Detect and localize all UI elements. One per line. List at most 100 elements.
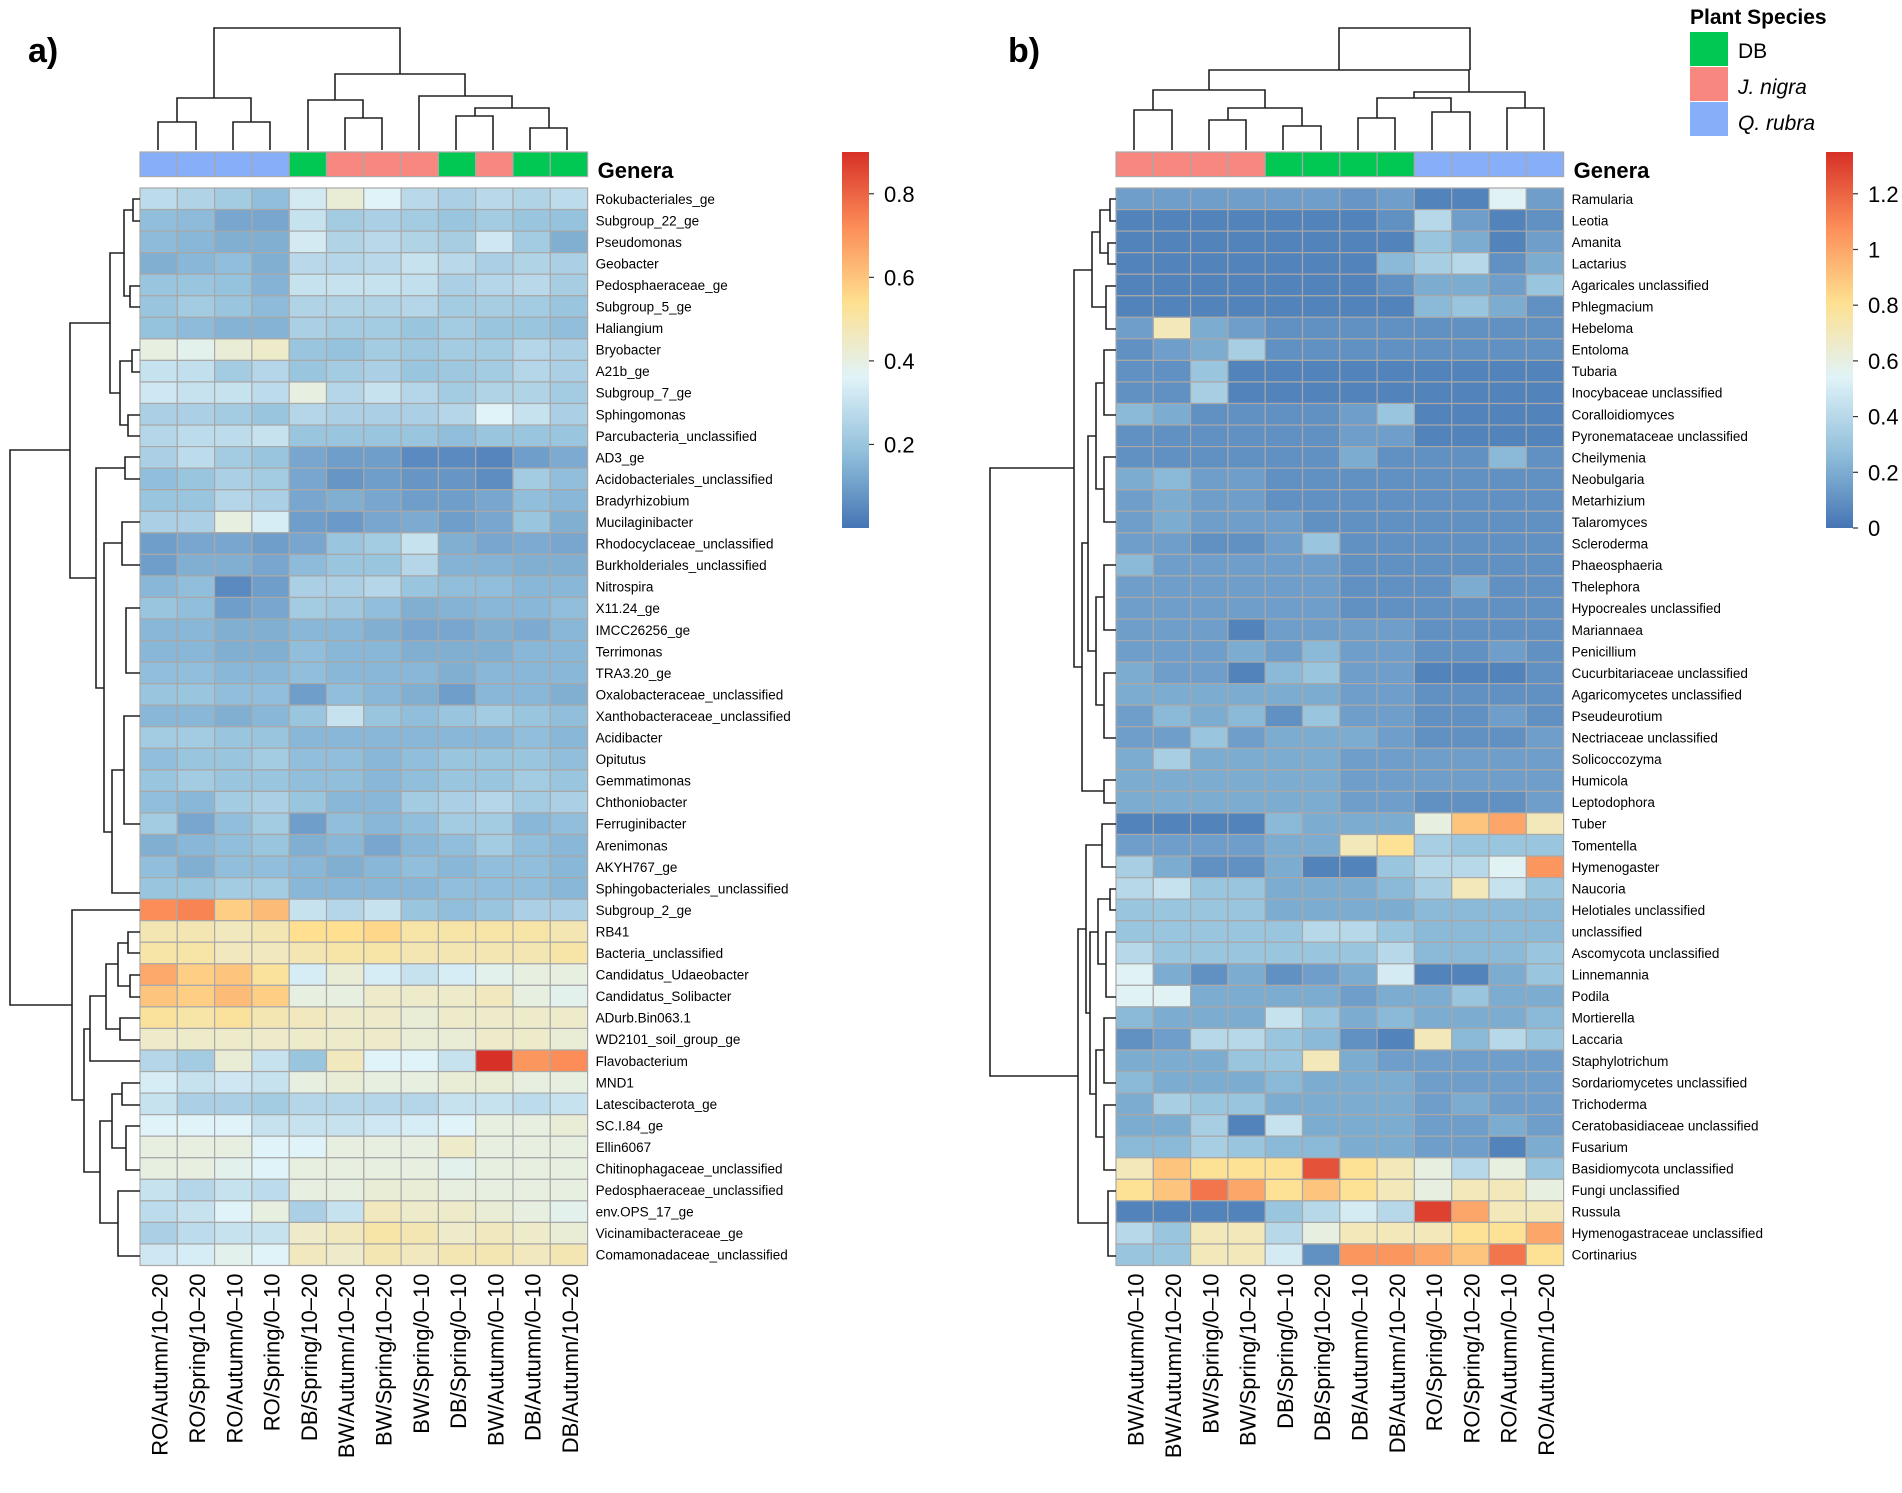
heatmap-cell — [139, 1200, 178, 1223]
heatmap-cell — [549, 359, 589, 383]
heatmap-cell — [251, 1135, 290, 1159]
heatmap-cell — [176, 1221, 216, 1245]
heatmap-cell — [214, 1070, 253, 1094]
heatmap-cell — [214, 726, 253, 749]
heatmap-cell — [437, 833, 477, 857]
heatmap-cell — [1488, 704, 1527, 728]
heatmap-cell — [1339, 618, 1378, 642]
heatmap-cell — [1413, 532, 1453, 555]
heatmap-cell — [549, 726, 589, 749]
heatmap-cell — [549, 963, 589, 986]
heatmap-cell — [1189, 1006, 1229, 1030]
heatmap-cell — [1301, 963, 1341, 986]
heatmap-cell — [512, 769, 551, 792]
heatmap-cell — [288, 359, 328, 383]
heatmap-cell — [1115, 963, 1154, 986]
heatmap-cell — [1264, 1027, 1304, 1051]
heatmap-cell — [1115, 683, 1154, 706]
heatmap-cell — [214, 252, 253, 275]
heatmap-cell — [1189, 295, 1229, 318]
heatmap-cell — [1376, 1070, 1415, 1094]
heatmap-cell — [288, 467, 328, 491]
heatmap-cell — [1451, 489, 1490, 512]
heatmap-cell — [437, 510, 477, 534]
heatmap-cell — [1152, 833, 1192, 857]
annotation-cell — [437, 151, 477, 178]
heatmap-cell — [1376, 230, 1415, 254]
heatmap-cell — [139, 833, 178, 857]
heatmap-cell — [139, 553, 178, 577]
heatmap-cell — [475, 769, 514, 792]
heatmap-cell — [176, 359, 216, 383]
heatmap-cell — [1525, 553, 1565, 577]
heatmap-cell — [1227, 230, 1266, 254]
heatmap-cell — [1525, 1178, 1565, 1202]
heatmap-cell — [363, 1027, 402, 1051]
heatmap-cell — [1339, 747, 1378, 771]
heatmap-cell — [512, 618, 551, 642]
heatmap-cell — [176, 704, 216, 728]
heatmap-cell — [549, 769, 589, 792]
heatmap-cell — [214, 1178, 253, 1202]
heatmap-cell — [1376, 273, 1415, 297]
heatmap-cell — [1301, 575, 1341, 599]
heatmap-cell — [549, 618, 589, 642]
heatmap-cell — [139, 208, 178, 232]
row-label: Laccaria — [1572, 1032, 1624, 1047]
heatmap-cell — [1413, 920, 1453, 943]
heatmap-cell — [1189, 532, 1229, 555]
heatmap-cell — [1189, 467, 1229, 491]
heatmap-cell — [1227, 446, 1266, 469]
heatmap-cell — [176, 747, 216, 771]
heatmap-cell — [288, 963, 328, 986]
heatmap-cell — [1413, 726, 1453, 749]
heatmap-cell — [176, 230, 216, 254]
heatmap-cell — [1413, 1178, 1453, 1202]
heatmap-cell — [214, 683, 253, 706]
heatmap-cell — [288, 273, 328, 297]
heatmap-cell — [512, 1157, 551, 1180]
heatmap-cell — [1115, 920, 1154, 943]
heatmap-cell — [549, 941, 589, 965]
heatmap-cell — [1189, 446, 1229, 469]
row-label: Hebeloma — [1572, 321, 1634, 336]
heatmap-cell — [1488, 273, 1527, 297]
heatmap-cell — [1488, 661, 1527, 685]
panel-a-label: a) — [28, 32, 58, 70]
heatmap-cell — [400, 446, 440, 469]
heatmap-cell — [1376, 876, 1415, 900]
heatmap-cell — [437, 1178, 477, 1202]
heatmap-cell — [1413, 898, 1453, 922]
heatmap-cell — [512, 596, 551, 620]
heatmap-cell — [400, 187, 440, 211]
heatmap-cell — [176, 575, 216, 599]
heatmap-cell — [1152, 1006, 1192, 1030]
heatmap-cell — [1115, 208, 1154, 232]
heatmap-cell — [1189, 1135, 1229, 1159]
heatmap-cell — [549, 1243, 589, 1267]
heatmap-cell — [1301, 338, 1341, 362]
heatmap-cell — [1301, 596, 1341, 620]
colorbar-tick-label: 0 — [1868, 516, 1880, 541]
heatmap-cell — [139, 575, 178, 599]
heatmap-cell — [325, 575, 365, 599]
heatmap-cell — [288, 338, 328, 362]
row-label: Parcubacteria_unclassified — [596, 429, 757, 444]
heatmap-cell — [1264, 1178, 1304, 1202]
heatmap-cell — [1525, 704, 1565, 728]
heatmap-cell — [325, 747, 365, 771]
row-label: Linnemannia — [1572, 968, 1650, 983]
heatmap-cell — [1301, 726, 1341, 749]
heatmap-cell — [251, 1027, 290, 1051]
heatmap-cell — [1264, 1049, 1304, 1073]
heatmap-cell — [437, 855, 477, 879]
heatmap-cell — [512, 963, 551, 986]
heatmap-cell — [1488, 1027, 1527, 1051]
heatmap-cell — [176, 1027, 216, 1051]
heatmap-cell — [1152, 618, 1192, 642]
row-label: Tuber — [1572, 817, 1607, 832]
heatmap-cell — [1227, 984, 1266, 1008]
heatmap-cell — [475, 1006, 514, 1030]
heatmap-cell — [1376, 402, 1415, 426]
heatmap-cell — [1115, 812, 1154, 836]
